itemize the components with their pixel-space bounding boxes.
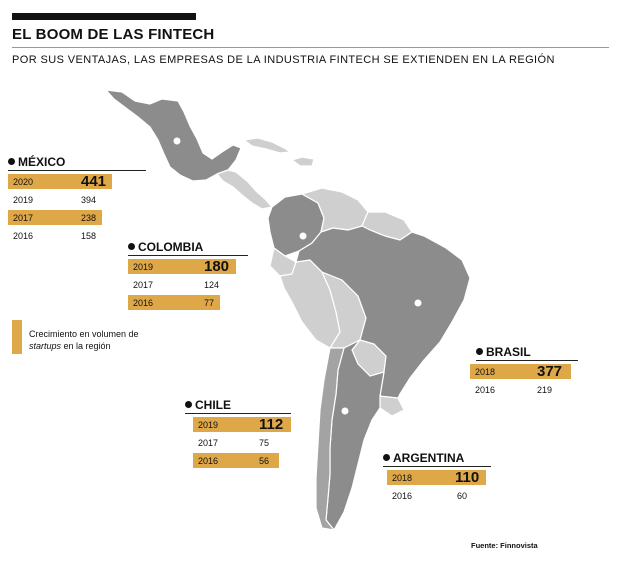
- region-cuba: [243, 137, 291, 154]
- data-row: 2020 441: [8, 173, 146, 190]
- region-hispaniola: [291, 156, 315, 167]
- data-row: 2019 112: [193, 416, 291, 433]
- bullet-icon: [185, 401, 192, 408]
- country-block-brasil: BRASIL 2018 377 2016 219: [470, 344, 578, 397]
- country-rule: [8, 170, 146, 171]
- row-year: 2019: [198, 420, 219, 430]
- row-year: 2016: [392, 491, 413, 501]
- data-row: 2018 110: [387, 469, 491, 486]
- country-name: BRASIL: [486, 344, 531, 359]
- region-uruguay: [379, 395, 405, 417]
- row-year: 2016: [133, 298, 154, 308]
- data-row: 2017 75: [193, 435, 291, 450]
- row-year: 2016: [198, 456, 219, 466]
- region-brasil: [295, 225, 471, 399]
- highlight-bar: [128, 259, 236, 274]
- data-row: 2018 377: [470, 363, 578, 380]
- country-rule: [476, 360, 578, 361]
- highlight-bar: [470, 364, 571, 379]
- country-name: ARGENTINA: [393, 450, 465, 465]
- page-title: EL BOOM DE LAS FINTECH: [12, 26, 215, 43]
- row-value: 60: [457, 491, 468, 501]
- title-accent-bar: [12, 13, 196, 20]
- highlight-bar: [387, 470, 486, 485]
- country-rule: [185, 413, 291, 414]
- marker-colombia: [299, 232, 307, 240]
- row-value: 377: [537, 363, 563, 380]
- marker-argentina: [341, 407, 349, 415]
- region-mexico: [105, 89, 242, 182]
- data-row: 2017 238: [8, 210, 146, 225]
- highlight-bar: [193, 453, 279, 468]
- row-year: 2016: [13, 231, 34, 241]
- country-block-argentina: ARGENTINA 2018 110 2016 60: [383, 450, 491, 503]
- data-row: 2019 180: [128, 258, 248, 275]
- row-year: 2017: [13, 213, 34, 223]
- title-divider: [12, 47, 609, 48]
- country-name: CHILE: [195, 397, 231, 412]
- country-name: MÉXICO: [18, 154, 66, 169]
- row-year: 2019: [133, 262, 154, 272]
- row-value: 110: [455, 469, 480, 486]
- country-name: COLOMBIA: [138, 239, 204, 254]
- source-credit: Fuente: Finnovista: [471, 541, 538, 550]
- bullet-icon: [476, 348, 483, 355]
- data-row: 2016 219: [470, 382, 578, 397]
- row-year: 2018: [392, 473, 413, 483]
- data-row: 2017 124: [128, 277, 248, 292]
- country-block-chile: CHILE 2019 112 2017 75 2016 56: [185, 397, 291, 468]
- country-rule: [383, 466, 491, 467]
- row-value: 112: [259, 416, 284, 433]
- row-value: 394: [81, 195, 97, 205]
- data-row: 2016 158: [8, 228, 146, 243]
- row-value: 238: [81, 213, 97, 223]
- legend-swatch: [12, 320, 22, 354]
- row-year: 2016: [475, 385, 496, 395]
- legend-italic-word: startups: [29, 341, 62, 351]
- data-row: 2016 77: [128, 295, 248, 310]
- region-central-america: [216, 169, 273, 210]
- row-value: 77: [204, 298, 215, 308]
- page-subtitle: POR SUS VENTAJAS, LAS EMPRESAS DE LA IND…: [12, 54, 555, 66]
- legend-line-2: en la región: [61, 341, 111, 351]
- row-year: 2019: [13, 195, 34, 205]
- row-year: 2020: [13, 177, 34, 187]
- row-value: 56: [259, 456, 270, 466]
- legend-text: Crecimiento en volumen de startups en la…: [29, 328, 179, 352]
- marker-brasil: [414, 299, 422, 307]
- row-year: 2017: [133, 280, 154, 290]
- bullet-icon: [128, 243, 135, 250]
- row-year: 2018: [475, 367, 496, 377]
- row-value: 219: [537, 385, 553, 395]
- marker-mexico: [173, 137, 181, 145]
- highlight-bar: [8, 210, 102, 225]
- country-rule: [128, 255, 248, 256]
- row-year: 2017: [198, 438, 219, 448]
- bullet-icon: [383, 454, 390, 461]
- highlight-bar: [8, 174, 112, 189]
- row-value: 441: [81, 173, 107, 190]
- country-block-colombia: COLOMBIA 2019 180 2017 124 2016 77: [128, 239, 248, 310]
- region-chile: [315, 347, 345, 531]
- country-block-mexico: MÉXICO 2020 441 2019 394 2017 238 2016 1…: [8, 154, 146, 243]
- data-row: 2019 394: [8, 192, 146, 207]
- data-row: 2016 56: [193, 453, 291, 468]
- row-value: 158: [81, 231, 97, 241]
- legend-line-1: Crecimiento en volumen de: [29, 329, 139, 339]
- data-row: 2016 60: [387, 488, 491, 503]
- row-value: 75: [259, 438, 270, 448]
- row-value: 124: [204, 280, 220, 290]
- bullet-icon: [8, 158, 15, 165]
- highlight-bar: [128, 295, 220, 310]
- highlight-bar: [193, 417, 291, 432]
- row-value: 180: [204, 258, 230, 275]
